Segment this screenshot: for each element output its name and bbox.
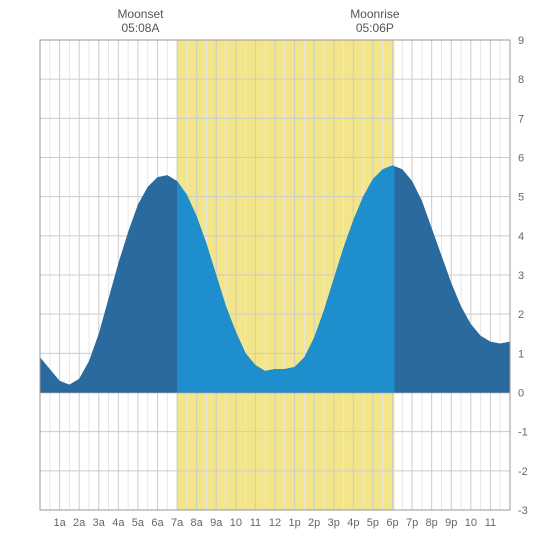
x-tick-label: 4p — [347, 517, 359, 529]
moonset-time: 05:08A — [121, 21, 159, 35]
moonrise-time: 05:06P — [356, 21, 394, 35]
y-tick-label: 7 — [518, 113, 524, 125]
moonrise-label: Moonrise — [350, 7, 400, 21]
x-tick-label: 9a — [210, 517, 223, 529]
x-tick-label: 11 — [250, 517, 261, 529]
y-tick-label: 9 — [518, 35, 524, 47]
x-tick-label: 10 — [230, 517, 242, 529]
y-tick-label: -1 — [518, 427, 528, 439]
y-tick-label: 2 — [518, 309, 524, 321]
x-tick-label: 2a — [73, 517, 86, 529]
y-tick-label: 8 — [518, 74, 524, 86]
x-tick-label: 1a — [53, 517, 66, 529]
x-tick-label: 2p — [308, 517, 320, 529]
moonset-label: Moonset — [117, 7, 164, 21]
x-tick-label: 11 — [485, 517, 496, 529]
x-tick-label: 3p — [328, 517, 340, 529]
x-tick-label: 3a — [93, 517, 106, 529]
chart-svg: -3-2-101234567891a2a3a4a5a6a7a8a9a101112… — [0, 0, 550, 550]
y-tick-label: 6 — [518, 153, 524, 165]
x-tick-label: 6a — [151, 517, 164, 529]
x-tick-label: 7p — [406, 517, 418, 529]
x-tick-label: 5a — [132, 517, 145, 529]
x-tick-label: 5p — [367, 517, 379, 529]
x-tick-label: 12 — [269, 517, 281, 529]
y-tick-label: 3 — [518, 270, 524, 282]
y-tick-label: -3 — [518, 505, 528, 517]
y-tick-label: 4 — [518, 231, 524, 243]
x-tick-label: 9p — [445, 517, 457, 529]
y-tick-label: 5 — [518, 192, 524, 204]
x-tick-label: 4a — [112, 517, 125, 529]
x-tick-label: 7a — [171, 517, 184, 529]
x-tick-label: 10 — [465, 517, 477, 529]
x-tick-label: 1p — [288, 517, 300, 529]
x-tick-label: 6p — [386, 517, 398, 529]
x-tick-label: 8p — [426, 517, 438, 529]
y-tick-label: -2 — [518, 466, 528, 478]
tide-chart: -3-2-101234567891a2a3a4a5a6a7a8a9a101112… — [0, 0, 550, 550]
y-tick-label: 1 — [518, 348, 524, 360]
y-tick-label: 0 — [518, 388, 524, 400]
x-tick-label: 8a — [191, 517, 204, 529]
